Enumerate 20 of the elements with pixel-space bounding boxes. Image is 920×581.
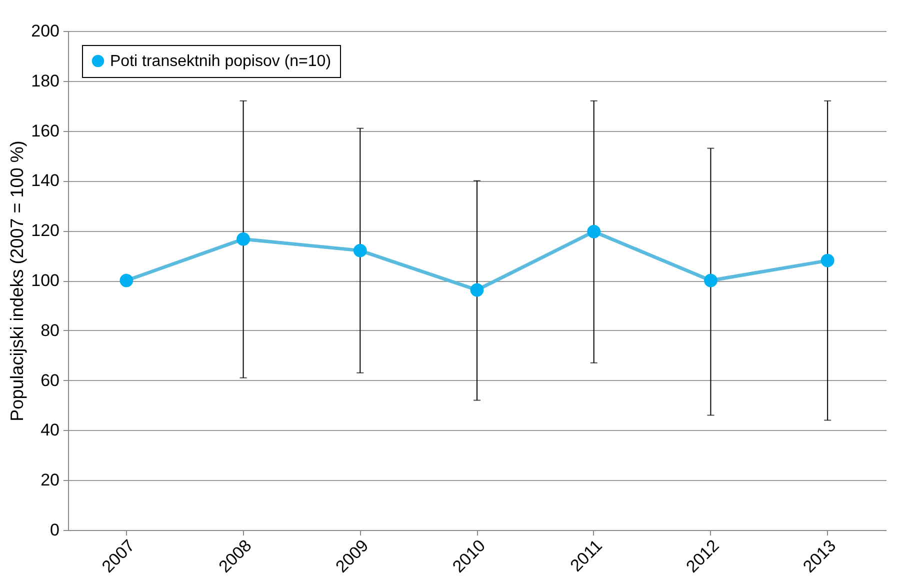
y-tick-label: 200	[31, 22, 60, 40]
point	[587, 224, 601, 238]
point	[120, 274, 134, 288]
point	[470, 283, 484, 297]
y-tick-label: 120	[31, 221, 60, 240]
y-tick-label: 180	[31, 71, 60, 90]
point	[353, 244, 367, 258]
legend-label: Poti transektnih popisov (n=10)	[110, 53, 332, 70]
y-tick-label: 20	[40, 470, 60, 490]
point	[820, 254, 834, 268]
y-tick-label: 40	[40, 420, 60, 440]
y-tick-label: 80	[40, 320, 60, 340]
y-axis-title: Populacijski indeks (2007 = 100 %)	[7, 140, 28, 422]
y-tick-label: 160	[31, 121, 60, 140]
point	[236, 232, 250, 246]
y-tick-label: 60	[40, 370, 60, 390]
y-tick-label: 0	[50, 520, 60, 540]
point	[704, 274, 718, 288]
y-tick-label: 140	[31, 171, 60, 190]
y-tick-label: 100	[31, 271, 60, 290]
